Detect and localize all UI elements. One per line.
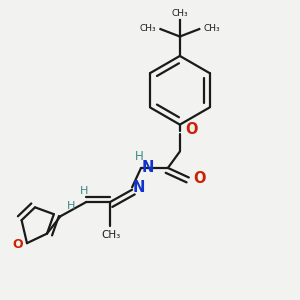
Text: CH₃: CH₃ (203, 24, 220, 33)
Text: N: N (142, 160, 154, 175)
Text: O: O (185, 122, 198, 137)
Text: H: H (135, 150, 144, 163)
Text: CH₃: CH₃ (140, 24, 157, 33)
Text: O: O (194, 172, 206, 187)
Text: CH₃: CH₃ (102, 230, 121, 240)
Text: O: O (13, 238, 23, 251)
Text: H: H (80, 186, 88, 196)
Text: H: H (66, 201, 75, 211)
Text: N: N (133, 180, 145, 195)
Text: CH₃: CH₃ (172, 9, 188, 18)
